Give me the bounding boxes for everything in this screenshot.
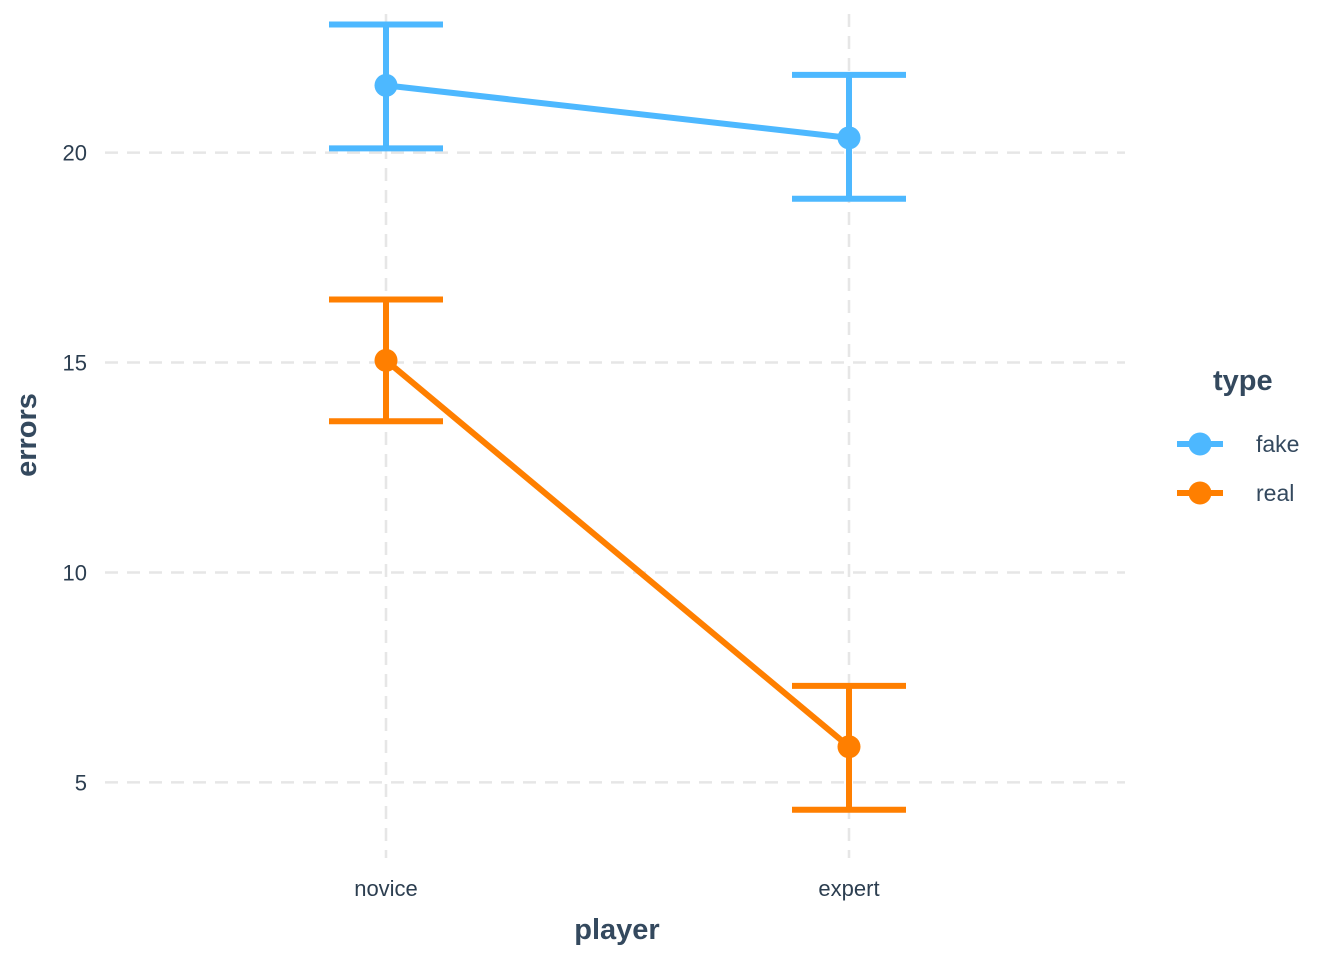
- legend-item-real: real: [1177, 480, 1294, 506]
- x-tick-label: expert: [818, 876, 879, 901]
- series-line: [384, 358, 851, 750]
- series: [329, 21, 906, 813]
- legend-item-fake: fake: [1177, 431, 1299, 457]
- legend: type fake real: [1177, 365, 1299, 506]
- y-tick-label: 20: [63, 141, 87, 166]
- y-tick-label: 15: [63, 351, 87, 376]
- data-point: [374, 348, 398, 372]
- legend-key-point: [1188, 432, 1212, 456]
- y-axis-title: errors: [11, 393, 43, 477]
- legend-key-point: [1188, 481, 1212, 505]
- legend-title: type: [1213, 365, 1273, 397]
- series-real: [329, 296, 906, 813]
- series-line: [385, 82, 850, 141]
- legend-label: real: [1256, 480, 1294, 506]
- data-point: [374, 73, 398, 97]
- x-tick-label: novice: [354, 876, 418, 901]
- legend-label: fake: [1256, 431, 1299, 457]
- y-tick-label: 5: [75, 770, 87, 795]
- data-point: [837, 126, 861, 150]
- series-fake: [329, 21, 906, 202]
- y-tick-label: 10: [63, 560, 87, 585]
- x-axis-ticks: novice expert: [354, 876, 879, 901]
- x-axis-title: player: [574, 914, 659, 946]
- grid: [105, 14, 1125, 858]
- y-axis-ticks: 5 10 15 20: [63, 141, 87, 796]
- data-point: [837, 735, 861, 759]
